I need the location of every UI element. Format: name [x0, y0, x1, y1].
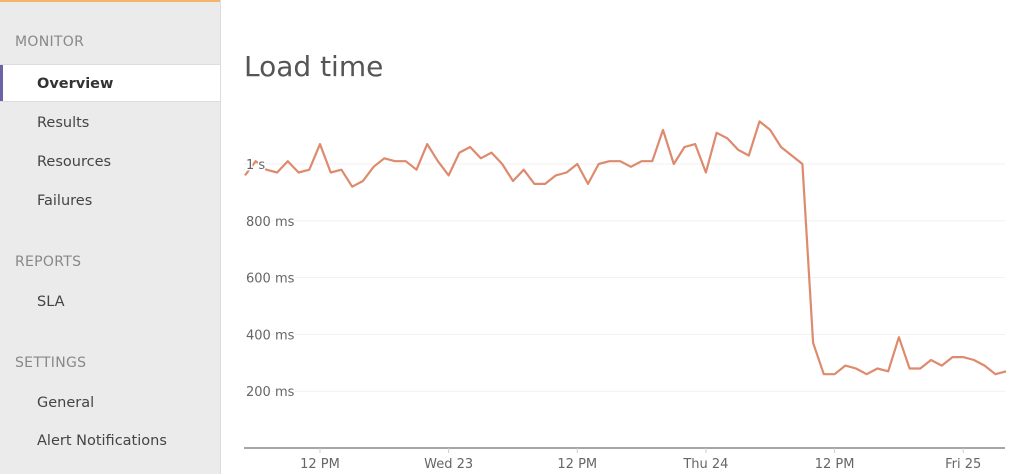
- y-tick-label: 1 s: [246, 158, 265, 173]
- accent-bar: [0, 0, 220, 2]
- sidebar-item-failures[interactable]: Failures: [37, 193, 93, 209]
- sidebar: MONITOR Overview Results Resources Failu…: [0, 0, 221, 474]
- section-monitor: MONITOR: [15, 34, 85, 50]
- y-tick-label: 200 ms: [246, 385, 295, 400]
- section-settings: SETTINGS: [15, 355, 87, 371]
- series-line: [244, 120, 1007, 376]
- x-tick-label: 12 PM: [557, 457, 597, 472]
- page-title: Load time: [244, 50, 384, 83]
- x-tick-label: 12 PM: [815, 457, 855, 472]
- y-tick-label: 400 ms: [246, 328, 295, 343]
- sidebar-item-resources[interactable]: Resources: [37, 154, 112, 170]
- sidebar-item-general[interactable]: General: [37, 395, 95, 411]
- sidebar-item-results[interactable]: Results: [37, 115, 90, 131]
- x-tick-label: Thu 24: [682, 457, 728, 472]
- section-reports: REPORTS: [15, 254, 82, 270]
- y-tick-label: 800 ms: [246, 215, 295, 230]
- y-tick-label: 600 ms: [246, 272, 295, 287]
- sidebar-item-overview[interactable]: Overview: [0, 64, 220, 102]
- x-tick-label: Wed 23: [424, 457, 473, 472]
- sidebar-item-sla[interactable]: SLA: [37, 294, 65, 310]
- x-tick-label: Fri 25: [945, 457, 981, 472]
- x-tick-label: 12 PM: [300, 457, 340, 472]
- sidebar-item-alert-notifications[interactable]: Alert Notifications: [37, 433, 167, 449]
